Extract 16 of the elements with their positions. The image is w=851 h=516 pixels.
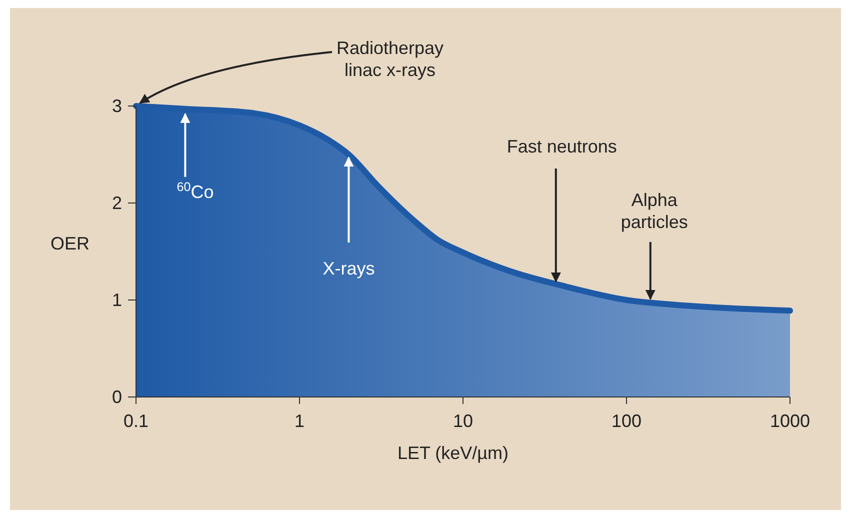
- annotation: Fast neutrons: [506, 136, 617, 156]
- annotation: $^{60}$Co: [176, 180, 214, 202]
- x-axis-title: LET (keV/µm): [397, 443, 509, 463]
- x-tick-label: 1000: [770, 411, 810, 431]
- y-tick-label: 0: [112, 387, 122, 407]
- x-tick-label: 0.1: [123, 411, 149, 431]
- annotation: X-rays: [322, 258, 375, 278]
- y-tick-label: 2: [112, 193, 122, 213]
- y-tick-label: 1: [112, 290, 122, 310]
- y-axis-title: OER: [50, 234, 90, 254]
- x-tick-label: 100: [611, 411, 642, 431]
- x-tick-label: 1: [294, 411, 305, 431]
- annotation: Alpha particles: [620, 190, 688, 232]
- annotation: Radiotherpay linac x-rays: [336, 38, 444, 80]
- x-tick-label: 10: [452, 411, 474, 431]
- y-tick-label: 3: [112, 96, 122, 116]
